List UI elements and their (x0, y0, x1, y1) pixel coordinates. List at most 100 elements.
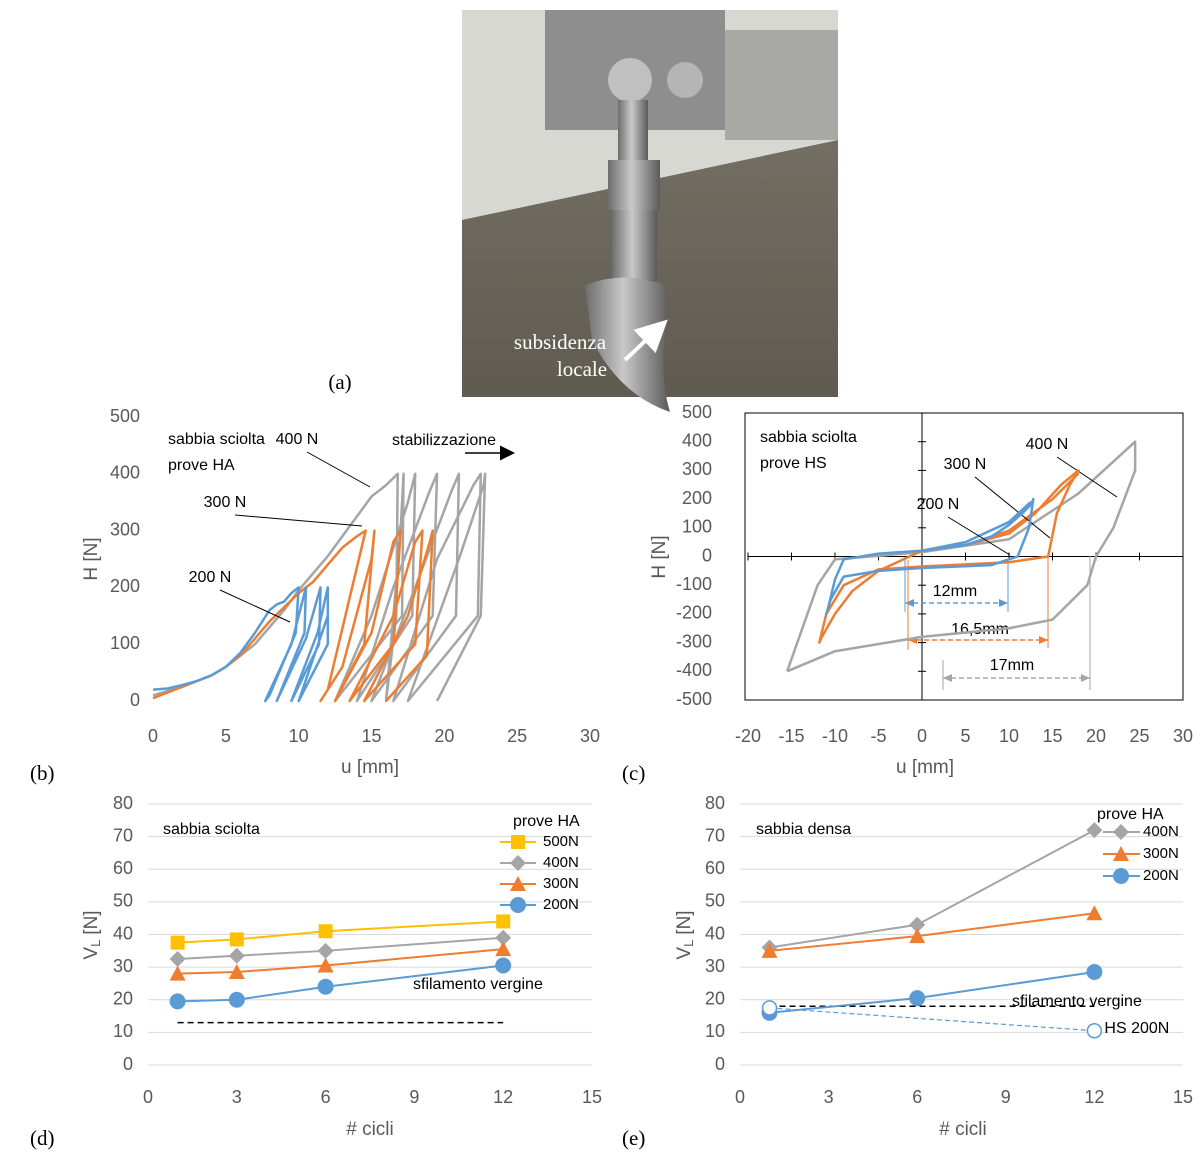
series-label: 200 N (917, 496, 960, 513)
x-axis-title: # cicli (939, 1119, 987, 1140)
annotation: sabbia sciolta (760, 429, 857, 446)
y-tick-label: 500 (110, 406, 140, 426)
marker (228, 991, 245, 1008)
series-label: 300 N (204, 494, 247, 511)
dimension-arrowhead (905, 599, 914, 607)
dimension-arrowhead (943, 674, 952, 682)
marker (228, 947, 245, 964)
y-axis-title-text: V (674, 947, 695, 960)
legend-label: 500N (543, 833, 579, 850)
x-tick-label: 12 (493, 1087, 513, 1107)
series-line (769, 912, 1095, 952)
photo: subsidenza locale (462, 10, 838, 412)
y-tick-label: 300 (110, 519, 140, 539)
x-axis-title: u [mm] (896, 757, 954, 778)
legend-label: 300N (543, 875, 579, 892)
x-tick-label: 25 (507, 726, 527, 746)
marker (1086, 822, 1103, 839)
series-line (152, 586, 330, 703)
legend-marker (510, 897, 526, 913)
annotation: prove HS (760, 455, 827, 472)
x-axis-title: u [mm] (341, 757, 399, 778)
series-line (825, 497, 1035, 616)
y-tick-label: 300 (682, 459, 712, 479)
x-tick-label: 3 (232, 1087, 242, 1107)
dimension-arrowhead (1039, 636, 1048, 644)
marker (496, 914, 511, 929)
leader-line (974, 476, 1051, 539)
panel-label: (c) (622, 761, 645, 785)
x-tick-label: 30 (580, 726, 600, 746)
panel-label: (d) (30, 1126, 55, 1150)
legend-label: 300N (1143, 845, 1179, 862)
y-tick-label: 70 (113, 825, 133, 845)
marker (909, 990, 926, 1007)
y-tick-label: 0 (715, 1054, 725, 1074)
marker (228, 964, 245, 980)
marker (761, 942, 778, 958)
y-tick-label: 0 (702, 545, 712, 565)
y-axis-title-unit: [N] (674, 910, 695, 934)
series-label: 300 N (944, 456, 987, 473)
legend-title: prove HA (1097, 806, 1164, 823)
photo-block (725, 30, 838, 140)
y-tick-label: -200 (676, 603, 712, 623)
x-tick-label: 0 (917, 726, 927, 746)
dimension-arrowhead (1081, 674, 1090, 682)
annotation: sabbia densa (756, 821, 851, 838)
marker (318, 924, 333, 939)
series-line (769, 829, 1095, 949)
marker (1086, 964, 1103, 981)
legend-marker (511, 835, 525, 849)
legend-marker (1113, 824, 1129, 840)
marker (1086, 1022, 1103, 1039)
photo-nut (612, 210, 657, 280)
legend-label: 200N (1143, 867, 1179, 884)
y-tick-label: -400 (676, 660, 712, 680)
series-label: 200 N (189, 569, 232, 586)
marker (495, 957, 512, 974)
dimension-label: 16,5mm (951, 621, 1009, 638)
photo-rod (608, 160, 660, 210)
legend-marker (1113, 846, 1129, 861)
series-line (152, 529, 434, 703)
photo-bolt (667, 62, 703, 98)
legend-label: 400N (543, 854, 579, 871)
dimension-label: 12mm (933, 583, 977, 600)
x-tick-label: 15 (361, 726, 381, 746)
series-line (769, 1007, 1095, 1032)
marker (495, 941, 512, 957)
series-label: 400 N (276, 431, 319, 448)
series-label: 400 N (1026, 436, 1069, 453)
y-tick-label: 100 (682, 517, 712, 537)
y-tick-label: 30 (705, 956, 725, 976)
x-tick-label: -20 (735, 726, 761, 746)
y-tick-label: 100 (110, 633, 140, 653)
legend-marker (1113, 868, 1129, 884)
x-tick-label: 10 (289, 726, 309, 746)
reference-label: sfilamento vergine (413, 976, 543, 993)
annotation: sabbia sciolta (168, 431, 265, 448)
y-tick-label: 20 (705, 989, 725, 1009)
series-line (177, 964, 504, 1003)
y-axis-title-unit: [N] (81, 910, 102, 934)
x-tick-label: 9 (1001, 1087, 1011, 1107)
x-tick-label: 15 (582, 1087, 602, 1107)
y-tick-label: 0 (123, 1054, 133, 1074)
y-tick-label: 0 (130, 690, 140, 710)
x-tick-label: 12 (1084, 1087, 1104, 1107)
marker (495, 929, 512, 946)
x-tick-label: 10 (999, 726, 1019, 746)
series-line (177, 948, 504, 975)
x-tick-label: 3 (824, 1087, 834, 1107)
dimension-arrowhead (999, 599, 1008, 607)
x-tick-label: 15 (1173, 1087, 1193, 1107)
photo-cone (585, 277, 670, 412)
marker (1086, 905, 1103, 921)
leader-line (306, 451, 371, 488)
photo-bolt (608, 58, 652, 102)
marker (317, 978, 334, 995)
legend-label: 400N (1143, 823, 1179, 840)
photo-arrow (623, 319, 668, 362)
